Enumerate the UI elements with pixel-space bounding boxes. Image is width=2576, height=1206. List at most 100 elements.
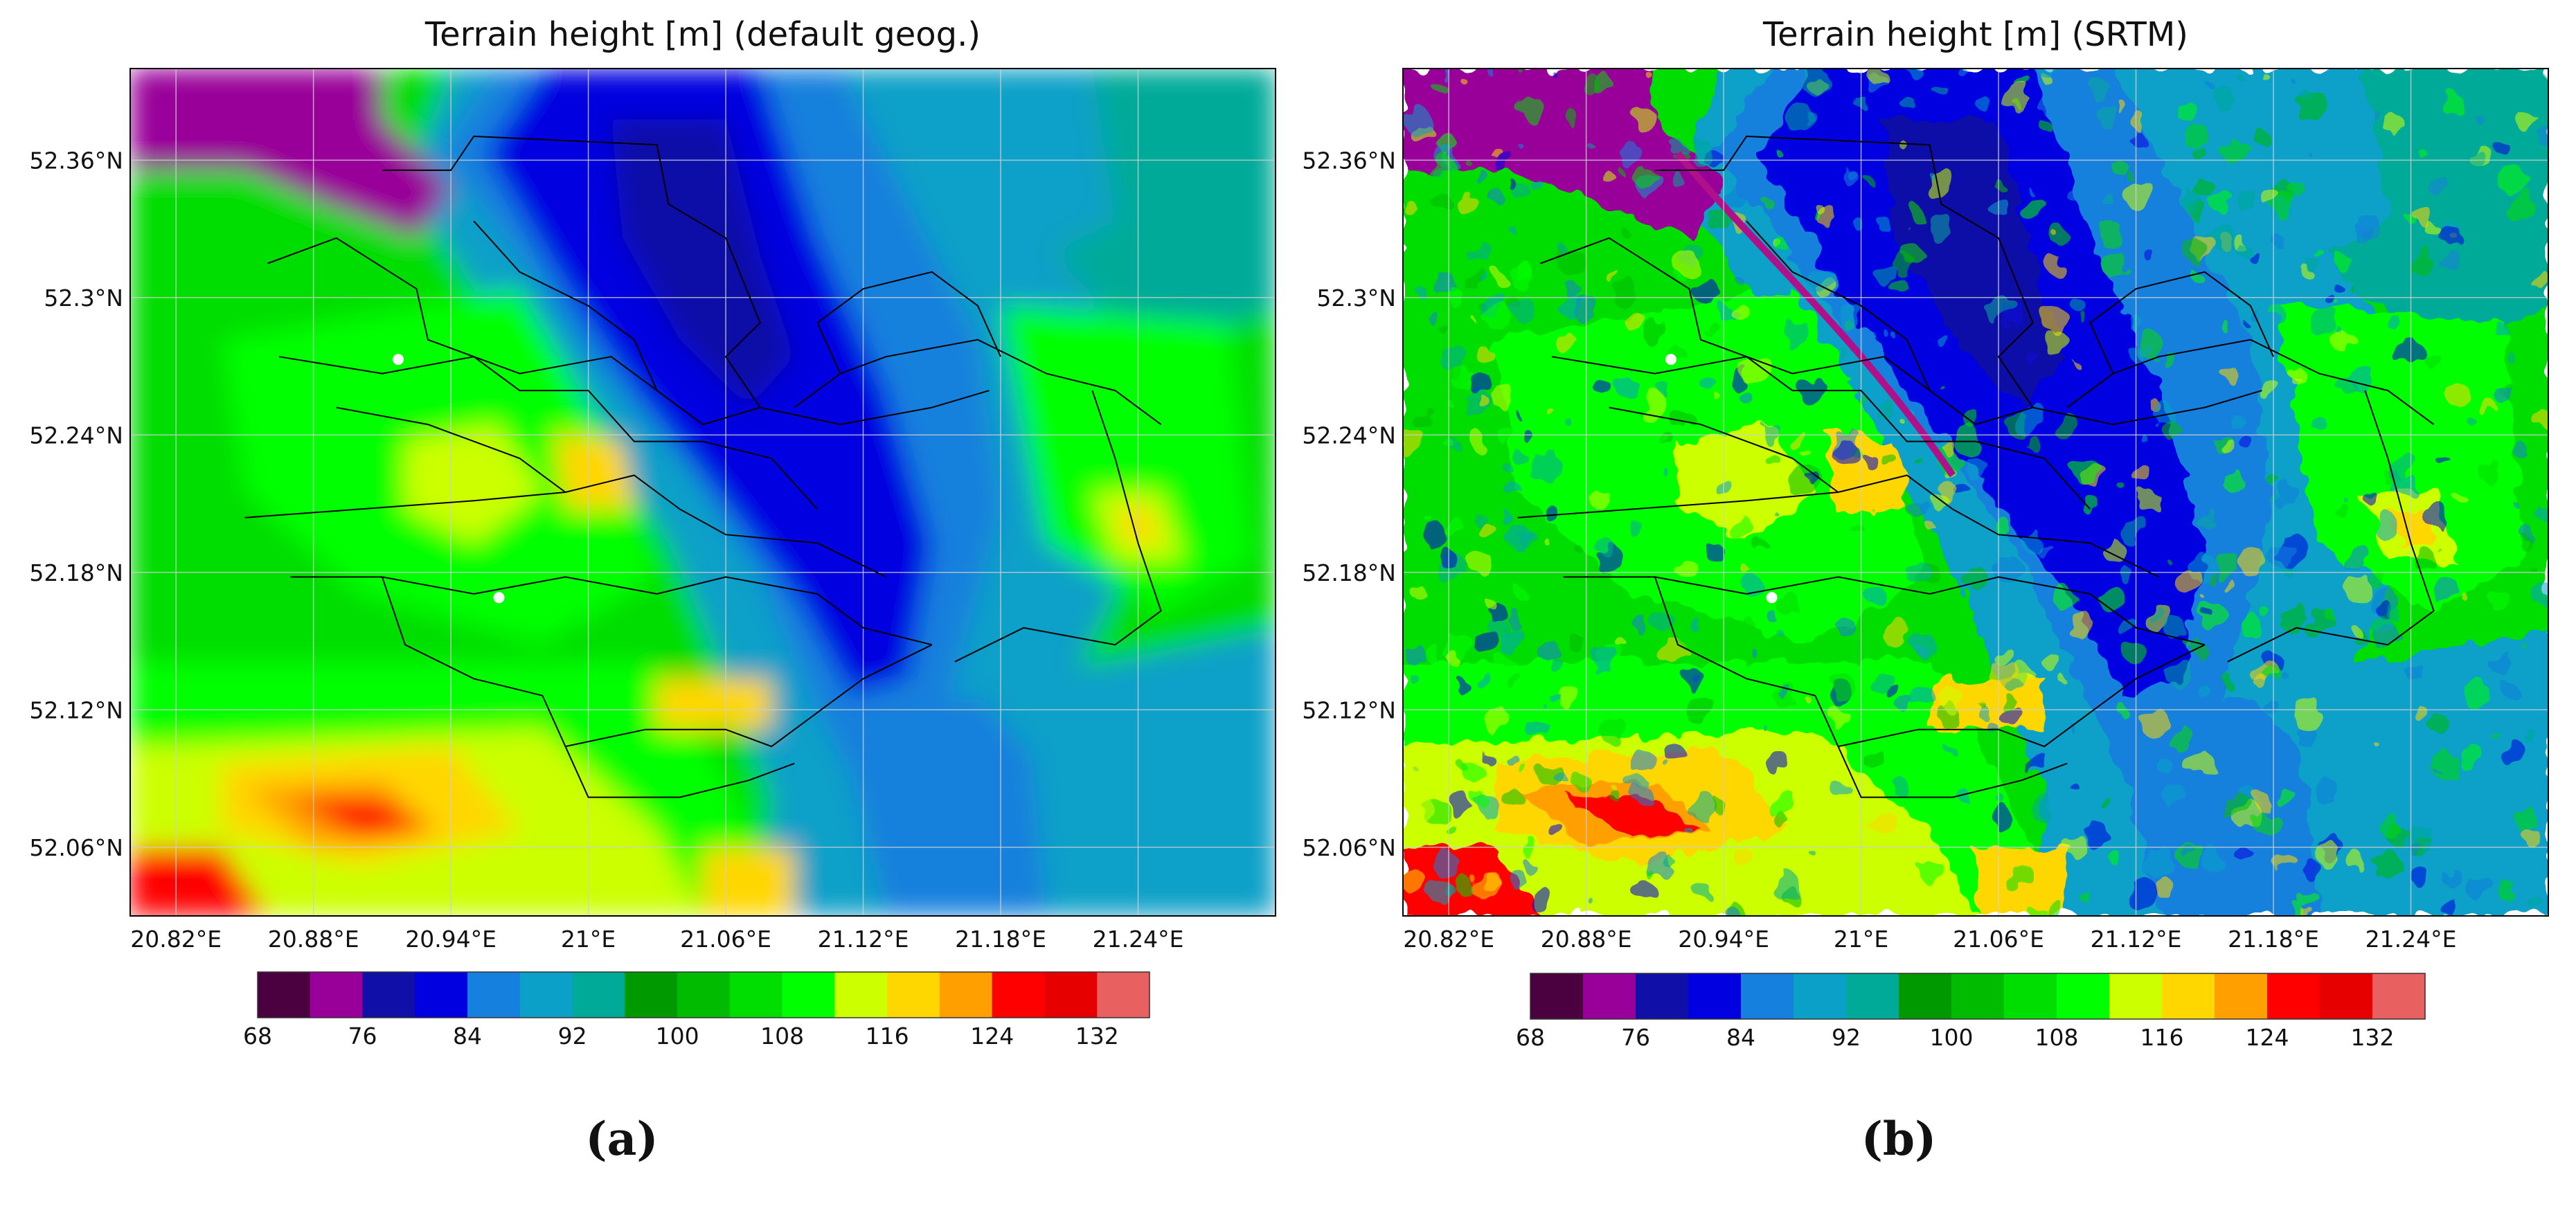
terrain-map-a bbox=[130, 69, 1276, 916]
panel-b-label: (b) bbox=[1861, 1112, 1937, 1166]
terrain-contour-22 bbox=[840, 695, 1070, 916]
colorbar-swatch-7 bbox=[1899, 973, 1952, 1019]
terrain-contour-21 bbox=[703, 848, 795, 916]
lon-tick-label: 20.88°E bbox=[1541, 926, 1632, 953]
colorbar-swatch-5 bbox=[519, 972, 573, 1018]
station-marker-1 bbox=[1766, 592, 1778, 604]
colorbar-swatch-6 bbox=[1846, 973, 1899, 1019]
colorbar-swatch-13 bbox=[939, 972, 993, 1018]
colorbar-swatch-1 bbox=[1583, 973, 1636, 1019]
district-border-2 bbox=[278, 356, 819, 510]
lat-tick-label: 52.18°N bbox=[29, 559, 123, 586]
district-border-8 bbox=[954, 390, 1162, 663]
lat-ticks-a: 52.36°N 52.3°N 52.24°N 52.18°N 52.12°N 52.06°… bbox=[29, 147, 123, 861]
lon-tick-label: 20.82°E bbox=[130, 926, 222, 953]
colorbar-b: 68 76 84 92 100 108 116 124 132 bbox=[1516, 973, 2426, 1051]
colorbar-swatch-11 bbox=[834, 972, 888, 1018]
colorbar-tick-label: 84 bbox=[1726, 1024, 1755, 1051]
district-border-6 bbox=[1837, 746, 2068, 798]
lon-tick-label: 21°E bbox=[561, 926, 616, 953]
lat-tick-label: 52.12°N bbox=[1302, 696, 1396, 723]
colorbar-swatch-5 bbox=[1794, 973, 1847, 1019]
panel-b-title: Terrain height [m] (SRTM) bbox=[1762, 15, 2188, 54]
panel-a-title: Terrain height [m] (default geog.) bbox=[424, 15, 981, 54]
district-border-10 bbox=[1746, 220, 1931, 391]
district-border-0 bbox=[382, 135, 761, 408]
terrain-contour-19 bbox=[130, 848, 268, 916]
station-marker-1 bbox=[493, 592, 505, 604]
colorbar-swatch-1 bbox=[310, 972, 364, 1018]
lon-tick-label: 21.06°E bbox=[680, 926, 771, 953]
colorbar-swatch-12 bbox=[887, 972, 940, 1018]
district-border-9 bbox=[2089, 271, 2274, 375]
colorbar-swatch-4 bbox=[467, 972, 521, 1018]
lon-tick-label: 21.06°E bbox=[1953, 926, 2044, 953]
lat-tick-label: 52.36°N bbox=[1302, 147, 1396, 174]
colorbar-tick-label: 132 bbox=[2351, 1024, 2395, 1051]
lat-tick-label: 52.18°N bbox=[1302, 559, 1396, 586]
colorbar-swatch-6 bbox=[572, 972, 625, 1018]
terrain-contour-20 bbox=[656, 678, 772, 730]
colorbar-swatch-0 bbox=[258, 972, 311, 1018]
district-border-11 bbox=[1609, 406, 1839, 493]
terrain-contour-3 bbox=[485, 69, 932, 696]
lat-ticks-b: 52.36°N 52.3°N 52.24°N 52.18°N 52.12°N 52.06°… bbox=[1302, 147, 1396, 861]
terrain-map-b bbox=[1403, 69, 2548, 916]
stations-a bbox=[393, 354, 505, 604]
colorbar-swatch-15 bbox=[2320, 973, 2373, 1019]
district-border-4 bbox=[290, 576, 933, 646]
lat-tick-label: 52.24°N bbox=[29, 422, 123, 449]
lat-tick-label: 52.3°N bbox=[44, 285, 123, 312]
colorbar-swatch-11 bbox=[2109, 973, 2163, 1019]
terrain-contour-4 bbox=[611, 119, 795, 408]
colorbar-swatch-16 bbox=[1097, 972, 1150, 1018]
lon-tick-label: 21°E bbox=[1834, 926, 1888, 953]
district-borders-a bbox=[244, 135, 1162, 798]
colorbar-tick-label: 108 bbox=[2035, 1024, 2079, 1051]
lon-tick-label: 20.82°E bbox=[1403, 926, 1494, 953]
district-borders-b bbox=[1517, 135, 2435, 798]
terrain-contour-3 bbox=[1757, 69, 2205, 696]
station-marker-0 bbox=[1665, 354, 1677, 366]
district-border-4 bbox=[1563, 576, 2206, 646]
lat-tick-label: 52.24°N bbox=[1302, 422, 1396, 449]
lon-tick-label: 21.18°E bbox=[2228, 926, 2319, 953]
district-border-11 bbox=[336, 406, 566, 493]
colorbar-frame bbox=[257, 971, 1150, 1018]
lon-tick-label: 21.12°E bbox=[2091, 926, 2182, 953]
lon-tick-label: 20.94°E bbox=[1678, 926, 1769, 953]
colorbar-swatch-3 bbox=[1688, 973, 1742, 1019]
district-border-0 bbox=[1654, 135, 2034, 408]
terrain-contour-9 bbox=[1001, 305, 1253, 611]
colorbar-swatch-2 bbox=[362, 972, 415, 1018]
colorbar-swatch-2 bbox=[1636, 973, 1689, 1019]
colorbar-tick-label: 132 bbox=[1075, 1023, 1119, 1050]
colorbar-tick-label: 124 bbox=[2246, 1024, 2289, 1051]
district-border-3 bbox=[1517, 474, 2160, 578]
colorbar-swatch-8 bbox=[677, 972, 731, 1018]
colorbar-frame bbox=[1530, 973, 2426, 1020]
colorbar-swatch-10 bbox=[782, 972, 836, 1018]
colorbar-swatch-12 bbox=[2162, 973, 2215, 1019]
colorbar-tick-label: 92 bbox=[558, 1023, 587, 1050]
colorbar-a: 68 76 84 92 100 108 116 124 132 bbox=[243, 971, 1150, 1050]
lat-tick-label: 52.36°N bbox=[29, 147, 123, 174]
district-border-6 bbox=[564, 746, 795, 798]
colorbar-swatch-0 bbox=[1530, 973, 1584, 1019]
lat-tick-label: 52.06°N bbox=[1302, 834, 1396, 861]
colorbar-tick-label: 84 bbox=[453, 1023, 482, 1050]
lat-tick-label: 52.12°N bbox=[29, 696, 123, 723]
district-border-5 bbox=[381, 577, 933, 748]
district-border-2 bbox=[1551, 356, 2091, 510]
district-border-1 bbox=[267, 237, 990, 426]
colorbar-tick-label: 108 bbox=[760, 1023, 804, 1050]
colorbar-tick-label: 100 bbox=[1930, 1024, 1974, 1051]
lon-ticks-a: 20.82°E 20.88°E 20.94°E 21°E 21.06°E 21.12°E 2… bbox=[130, 926, 1183, 953]
panel-a: Terrain height [m] (default geog.) 52.36… bbox=[29, 15, 1276, 1166]
terrain-contour-5 bbox=[130, 69, 451, 238]
terrain-contour-23 bbox=[1023, 627, 1276, 916]
colorbar-swatch-9 bbox=[2004, 973, 2057, 1019]
map-frame-a bbox=[129, 68, 1276, 917]
stations-b bbox=[1665, 354, 1778, 604]
